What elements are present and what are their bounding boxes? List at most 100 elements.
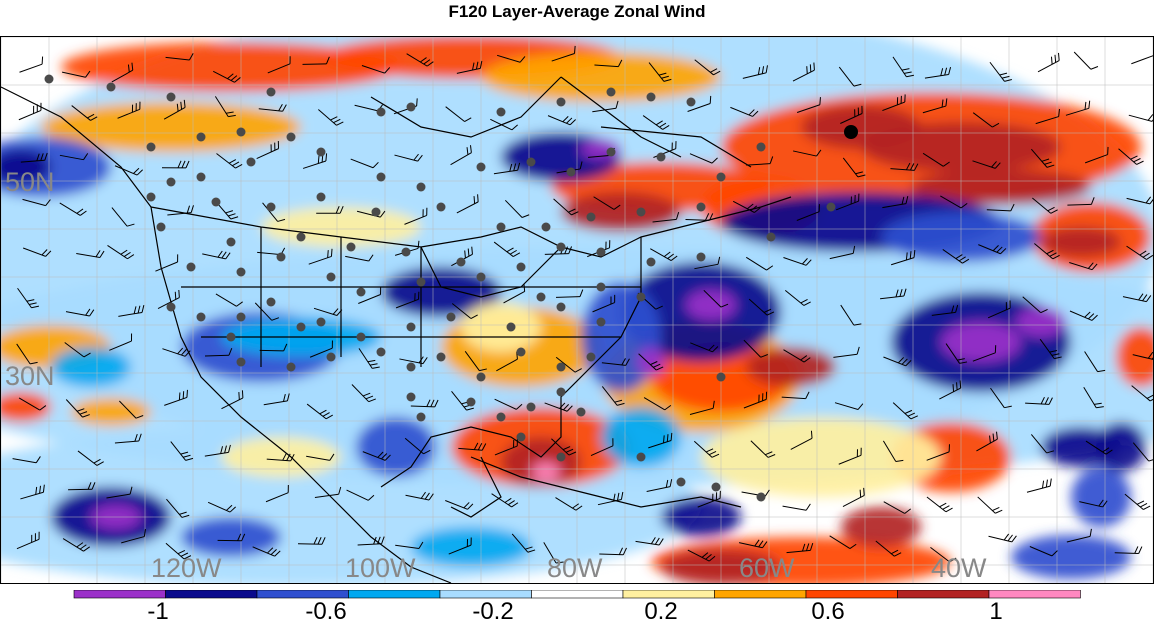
lon-label-60w: 60W — [739, 553, 795, 584]
station-dot-icon — [497, 223, 506, 232]
wind-barb-icon — [1074, 47, 1098, 71]
station-dot-icon — [187, 263, 196, 272]
station-dot-icon — [517, 433, 526, 442]
station-dot-icon — [557, 363, 566, 372]
station-dot-icon — [267, 298, 276, 307]
station-dot-icon — [212, 198, 221, 207]
station-dot-icon — [297, 323, 306, 332]
station-dot-icon — [597, 248, 606, 257]
colorbar-swatch — [898, 590, 990, 598]
station-dot-icon — [647, 258, 656, 267]
colorbar-swatch — [715, 590, 807, 598]
station-dot-icon — [377, 173, 386, 182]
station-dot-icon — [677, 478, 686, 487]
station-dot-icon — [607, 148, 616, 157]
station-dot-icon — [227, 333, 236, 342]
station-dot-icon — [517, 263, 526, 272]
station-dot-icon — [287, 363, 296, 372]
station-dot-icon — [557, 98, 566, 107]
station-dot-icon — [147, 143, 156, 152]
station-dot-icon — [372, 208, 381, 217]
station-dot-icon — [437, 353, 446, 362]
station-dot-icon — [587, 353, 596, 362]
lat-label-50n: 50N — [5, 167, 55, 198]
station-dot-icon — [237, 358, 246, 367]
station-dot-icon — [537, 293, 546, 302]
station-dot-icon — [557, 388, 566, 397]
station-dot-icon — [287, 133, 296, 142]
wind-barb-icon — [927, 492, 953, 514]
station-dot-icon — [267, 88, 276, 97]
station-dot-icon — [347, 243, 356, 252]
colorbar-swatch — [806, 590, 898, 598]
station-dot-icon — [717, 173, 726, 182]
station-dot-icon — [227, 238, 236, 247]
station-dot-icon — [712, 483, 721, 492]
station-dot-icon — [497, 108, 506, 117]
station-dot-icon — [407, 363, 416, 372]
wind-barb-icon — [1035, 53, 1062, 72]
lat-label-30n: 30N — [5, 361, 55, 392]
station-dot-icon — [447, 313, 456, 322]
station-dot-icon — [637, 453, 646, 462]
station-dot-icon — [557, 453, 566, 462]
station-dot-icon — [542, 223, 551, 232]
station-dot-icon — [147, 193, 156, 202]
station-dot-icon — [557, 243, 566, 252]
station-dot-icon — [587, 213, 596, 222]
station-dot-icon — [317, 148, 326, 157]
station-dot-icon — [637, 293, 646, 302]
station-dot-icon — [45, 75, 54, 84]
station-dot-icon — [527, 158, 536, 167]
lon-label-40w: 40W — [931, 553, 987, 584]
station-dot-icon — [717, 373, 726, 382]
wind-barb-icon — [978, 492, 1003, 516]
station-dot-icon — [297, 233, 306, 242]
wind-barb-icon — [1129, 48, 1153, 64]
station-dot-icon — [317, 193, 326, 202]
colorbar-swatch — [166, 590, 258, 598]
station-dot-icon — [267, 203, 276, 212]
station-dot-icon — [577, 408, 586, 417]
station-dot-icon — [417, 413, 426, 422]
station-dot-icon — [357, 333, 366, 342]
station-dot-icon — [402, 248, 411, 257]
station-dot-icon — [167, 303, 176, 312]
station-dot-icon — [407, 103, 416, 112]
map-panel[interactable]: 120W 100W 80W 60W 40W 50N 30N — [0, 36, 1154, 584]
station-dot-icon — [157, 223, 166, 232]
station-dot-icon — [167, 93, 176, 102]
colorbar-swatch — [74, 590, 166, 598]
station-dot-icon — [317, 318, 326, 327]
station-dot-icon — [277, 253, 286, 262]
station-dot-icon — [417, 278, 426, 287]
station-dot-icon — [197, 173, 206, 182]
highlight-station-icon — [844, 125, 858, 139]
station-dot-icon — [657, 153, 666, 162]
wind-barb-icon — [16, 103, 44, 120]
wind-barb-icon — [1129, 108, 1153, 122]
station-dot-icon — [477, 373, 486, 382]
colorbar-swatch — [989, 590, 1081, 598]
station-dot-icon — [417, 183, 426, 192]
colorbar-swatch — [532, 590, 624, 598]
station-dot-icon — [197, 133, 206, 142]
station-dot-icon — [557, 303, 566, 312]
colorbar — [0, 590, 1154, 622]
wind-barb-icon — [783, 499, 811, 510]
map-title: F120 Layer-Average Zonal Wind — [0, 2, 1154, 22]
colorbar-swatch — [623, 590, 715, 598]
station-dot-icon — [697, 203, 706, 212]
station-dot-icon — [517, 348, 526, 357]
wind-barb-icon — [989, 529, 1017, 542]
station-dot-icon — [107, 83, 116, 92]
station-dot-icon — [597, 283, 606, 292]
station-dot-icon — [247, 158, 256, 167]
station-dot-icon — [237, 268, 246, 277]
station-dot-icon — [237, 128, 246, 137]
zonal-wind-field — [1, 37, 1153, 583]
colorbar-swatch — [349, 590, 441, 598]
station-dot-icon — [467, 398, 476, 407]
colorbar-swatch — [257, 590, 349, 598]
station-dot-icon — [477, 163, 486, 172]
